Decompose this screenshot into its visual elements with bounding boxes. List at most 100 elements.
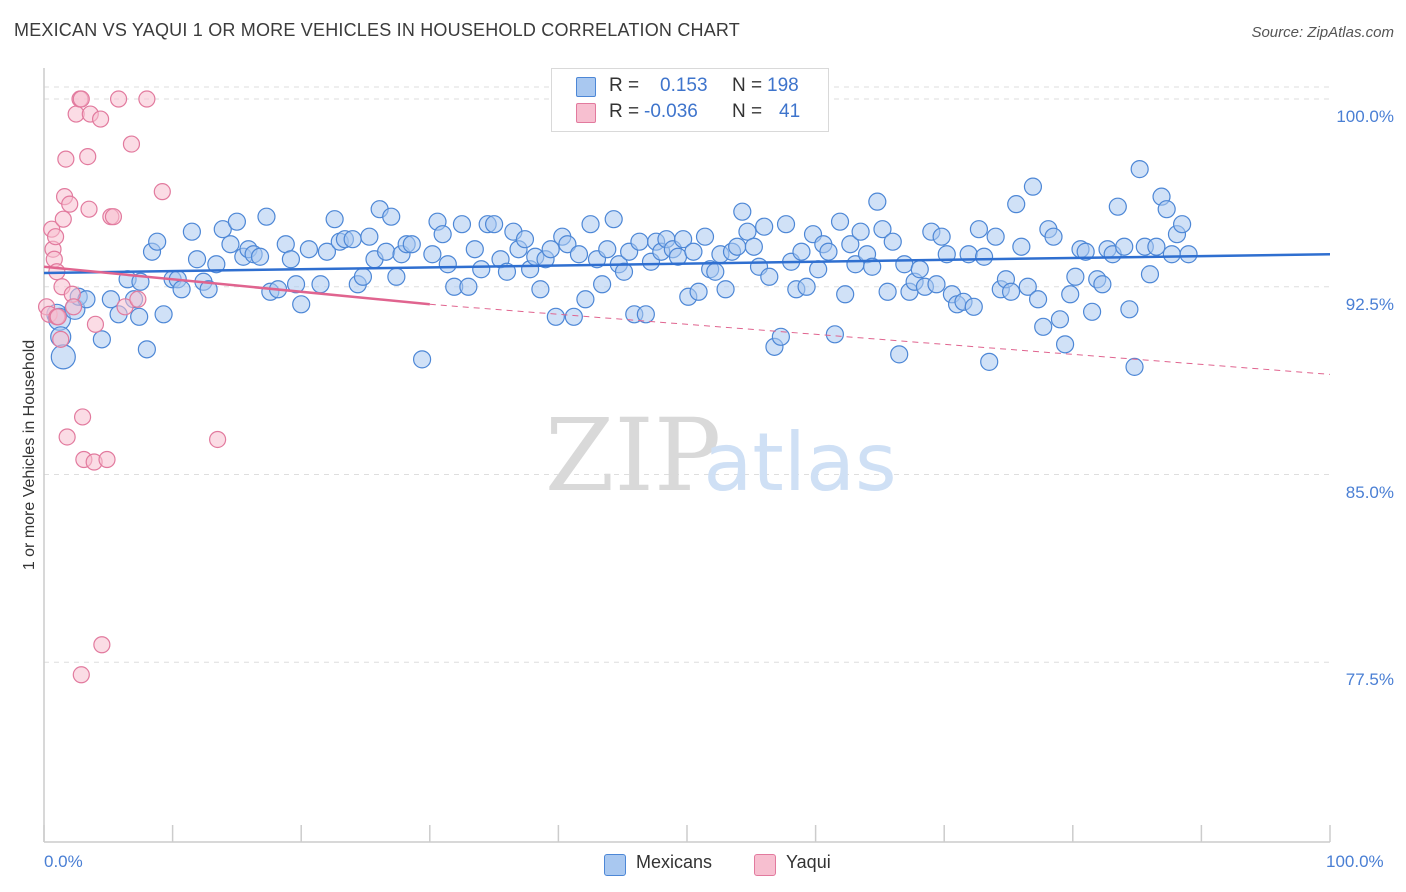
mexicans-point — [878, 282, 897, 301]
mexicans-point — [744, 237, 763, 256]
legend-r-label: R = — [609, 101, 640, 122]
mexicans-swatch — [576, 77, 596, 97]
mexicans-point — [851, 222, 870, 241]
mexicans-point — [343, 230, 362, 249]
mexicans-point — [325, 210, 344, 229]
mexicans-point — [636, 305, 655, 324]
mexicans-point — [1179, 245, 1198, 264]
mexicans-point — [1001, 282, 1021, 301]
yaqui-point — [52, 330, 70, 348]
yaqui-point — [58, 428, 76, 446]
mexicans-point — [825, 325, 844, 344]
mexicans-point — [809, 260, 828, 279]
yaqui-point — [91, 110, 110, 128]
mexicans-point — [969, 220, 989, 239]
mexicans-point — [1007, 195, 1026, 214]
yaqui-point — [109, 90, 128, 108]
yaqui-point — [80, 200, 98, 218]
mexicans-point — [172, 280, 191, 299]
mexicans-point — [964, 297, 983, 316]
mexicans-point — [92, 330, 111, 349]
mexicans-point — [459, 277, 478, 296]
legend-n-label: N = — [732, 101, 763, 122]
watermark-zip: ZIP — [545, 397, 721, 514]
legend-r-value: 0.153 — [660, 75, 708, 96]
mexicans-point — [286, 275, 306, 294]
mexicans-point — [433, 225, 452, 244]
mexicans-point — [674, 230, 693, 249]
yaqui-point — [209, 430, 227, 449]
mexicans-point — [614, 262, 634, 281]
mexicans-point — [738, 222, 757, 241]
yaqui-point — [79, 148, 97, 166]
mexicans-point — [776, 215, 796, 234]
mexicans-point — [695, 227, 715, 246]
mexicans-points — [46, 160, 1198, 376]
mexicans-point — [1055, 335, 1075, 354]
mexicans-point — [1028, 290, 1048, 309]
watermark-atlas: atlas — [703, 416, 896, 509]
mexicans-point — [472, 260, 491, 279]
mexicans-point — [728, 237, 747, 256]
mexicans-point — [50, 344, 76, 370]
mexicans-point — [546, 307, 565, 326]
mexicans-point — [868, 192, 887, 211]
yaqui-point — [61, 195, 79, 213]
mexicans-point — [452, 215, 472, 234]
mexicans-point — [1061, 285, 1080, 304]
mexicans-point — [706, 262, 725, 281]
yaqui-point — [73, 408, 92, 426]
mexicans-point — [932, 227, 951, 246]
yaqui-point — [93, 636, 111, 654]
axes — [43, 68, 1331, 843]
mexicans-point — [402, 235, 421, 254]
mexicans-point — [250, 247, 270, 266]
yaqui-point — [98, 450, 116, 469]
mexicans-point — [873, 220, 892, 239]
mexicans-point — [630, 232, 649, 251]
mexicans-point — [1140, 265, 1160, 284]
mexicans-point — [581, 215, 600, 234]
mexicans-point — [830, 212, 850, 231]
mexicans-point — [883, 232, 902, 251]
mexicans-point — [733, 202, 752, 221]
y-tick-label: 92.5% — [1345, 294, 1394, 314]
mexicans-point — [292, 295, 311, 314]
mexicans-point — [598, 240, 617, 259]
mexicans-point — [531, 280, 550, 299]
mexicans-point — [317, 242, 337, 261]
mexicans-point — [684, 242, 703, 261]
mexicans-point — [1066, 267, 1085, 286]
mexicans-point — [841, 235, 860, 254]
zipatlas-watermark: ZIP atlas — [545, 397, 897, 514]
yaqui-point — [138, 90, 156, 108]
mexicans-point — [1115, 237, 1134, 256]
mexicans-point — [980, 352, 999, 371]
mexicans-point — [423, 245, 442, 264]
legend-n-label: N = — [732, 75, 763, 96]
mexicans-point — [863, 257, 882, 276]
mexicans-point — [541, 240, 560, 259]
y-tick-label: 77.5% — [1345, 670, 1394, 690]
yaqui-points — [37, 90, 227, 684]
yaqui-point — [122, 135, 141, 153]
mexicans-point — [564, 307, 583, 326]
mexicans-point — [353, 267, 373, 286]
mexicans-point — [792, 242, 811, 261]
mexicans-point — [213, 220, 232, 239]
mexicans-point — [937, 245, 956, 264]
mexicans-point — [130, 307, 149, 326]
mexicans-point — [148, 232, 167, 251]
yaqui-point — [72, 666, 90, 684]
mexicans-point — [974, 247, 994, 266]
mexicans-point — [101, 290, 120, 309]
mexicans-point — [927, 275, 946, 294]
mexicans-point — [465, 240, 484, 259]
mexicans-point — [376, 242, 396, 261]
bottom-legend-yaqui: Yaqui — [786, 852, 831, 872]
legend-r-label: R = — [609, 75, 640, 96]
source-label: Source: ZipAtlas.com — [1251, 24, 1394, 41]
mexicans-point — [1076, 242, 1095, 261]
mexicans-point — [1130, 160, 1149, 179]
yaqui-point — [64, 298, 83, 316]
